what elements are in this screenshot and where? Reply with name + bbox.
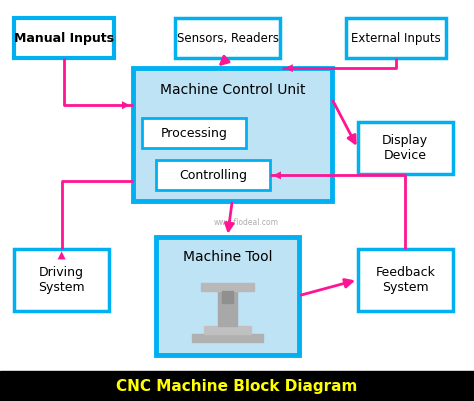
Bar <box>218 290 237 326</box>
Text: Display
Device: Display Device <box>382 134 428 162</box>
Text: CNC Machine Block Diagram: CNC Machine Block Diagram <box>116 379 358 394</box>
Bar <box>201 283 254 292</box>
Text: Machine Tool: Machine Tool <box>183 250 272 263</box>
Text: Processing: Processing <box>161 127 228 140</box>
Text: Machine Control Unit: Machine Control Unit <box>160 83 305 97</box>
Text: External Inputs: External Inputs <box>351 32 441 45</box>
FancyBboxPatch shape <box>156 160 270 190</box>
Bar <box>192 334 263 342</box>
FancyBboxPatch shape <box>175 18 280 58</box>
Bar <box>222 291 233 304</box>
Text: Controlling: Controlling <box>179 169 247 182</box>
FancyBboxPatch shape <box>14 249 109 311</box>
FancyBboxPatch shape <box>133 68 332 200</box>
Bar <box>0 371 474 401</box>
Text: Feedback
System: Feedback System <box>375 266 435 294</box>
FancyBboxPatch shape <box>156 237 299 355</box>
Text: Manual Inputs: Manual Inputs <box>14 32 114 45</box>
FancyBboxPatch shape <box>358 122 453 174</box>
Text: Sensors, Readers: Sensors, Readers <box>176 32 279 45</box>
Bar <box>204 326 251 334</box>
FancyBboxPatch shape <box>14 18 114 58</box>
FancyBboxPatch shape <box>358 249 453 311</box>
Text: Driving
System: Driving System <box>38 266 85 294</box>
Text: www.flodeal.com: www.flodeal.com <box>214 218 279 227</box>
FancyBboxPatch shape <box>346 18 446 58</box>
FancyBboxPatch shape <box>142 118 246 148</box>
